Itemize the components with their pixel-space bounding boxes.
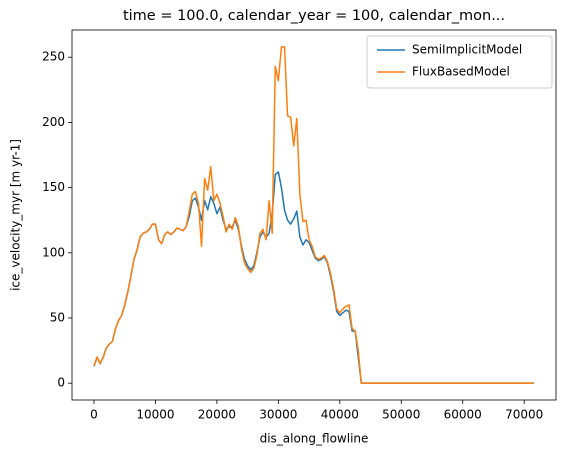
x-tick-label: 20000 (198, 408, 236, 422)
legend-label: SemiImplicitModel (412, 43, 522, 57)
x-tick-label: 60000 (444, 408, 482, 422)
y-tick-label: 200 (42, 115, 65, 129)
plot-frame (71, 29, 557, 401)
y-tick-label: 150 (42, 180, 65, 194)
y-tick-label: 100 (42, 245, 65, 259)
x-tick-label: 40000 (321, 408, 359, 422)
x-tick-label: 30000 (259, 408, 297, 422)
x-axis-label: dis_along_flowline (260, 432, 369, 446)
y-tick-label: 0 (57, 376, 65, 390)
chart-title: time = 100.0, calendar_year = 100, calen… (123, 8, 505, 24)
y-tick-label: 250 (42, 50, 65, 64)
x-tick-label: 70000 (505, 408, 543, 422)
x-tick-label: 0 (90, 408, 98, 422)
data-line (93, 171, 534, 384)
data-line (93, 46, 534, 384)
x-tick-label: 50000 (382, 408, 420, 422)
y-tick-label: 50 (50, 310, 65, 324)
legend-box (366, 35, 553, 89)
y-axis-label: ice_velocity_myr [m yr-1] (9, 139, 23, 291)
x-tick-label: 10000 (136, 408, 174, 422)
legend-label: FluxBasedModel (412, 65, 510, 79)
